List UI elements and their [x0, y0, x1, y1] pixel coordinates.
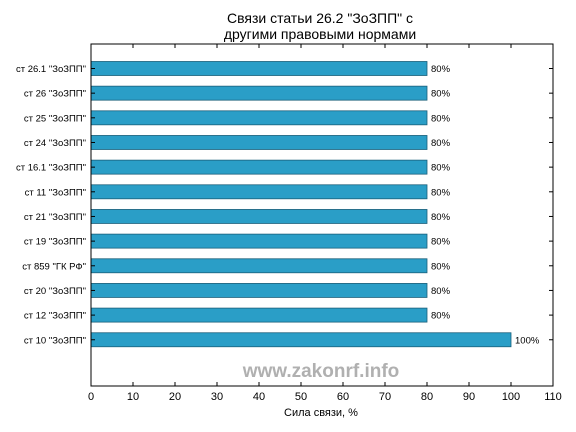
data-label: 80% [431, 64, 451, 75]
x-tick-label: 70 [379, 391, 391, 403]
x-tick-label: 60 [337, 391, 349, 403]
x-tick-label: 80 [421, 391, 433, 403]
bar [90, 184, 428, 200]
data-label: 80% [431, 113, 451, 124]
bar [90, 258, 428, 274]
x-axis-title: Сила связи, % [284, 407, 358, 419]
category-label: ст 12 "ЗоЗПП" [24, 311, 86, 322]
x-tick-label: 30 [211, 391, 223, 403]
bar [90, 283, 428, 298]
category-label: ст 19 "ЗоЗПП" [24, 237, 86, 248]
x-axis: 0 10 20 30 40 50 60 70 80 90 100 110 [88, 44, 562, 403]
data-label: 80% [431, 212, 451, 223]
data-label: 80% [431, 187, 451, 198]
category-label: ст 16.1 "ЗоЗПП" [16, 163, 86, 174]
x-tick-label: 20 [169, 391, 181, 403]
category-label: ст 25 "ЗоЗПП" [24, 113, 86, 124]
x-tick-label: 110 [544, 391, 562, 403]
bar [90, 209, 428, 224]
chart-title-line-1: Связи статьи 26.2 "ЗоЗПП" с [227, 10, 413, 26]
bar [90, 135, 428, 150]
bars-layer [90, 61, 512, 348]
data-label: 80% [431, 89, 451, 100]
category-label: ст 24 "ЗоЗПП" [24, 138, 86, 149]
bar [90, 85, 428, 101]
category-label: ст 26 "ЗоЗПП" [24, 89, 86, 100]
data-label: 80% [431, 311, 451, 322]
data-label: 80% [431, 261, 451, 272]
x-tick-label: 50 [295, 391, 307, 403]
data-label: 80% [431, 237, 451, 248]
bar [90, 159, 428, 175]
bar [90, 307, 428, 323]
watermark-text: www.zakonrf.info [242, 361, 400, 382]
data-label: 100% [515, 335, 540, 346]
category-label: ст 10 "ЗоЗПП" [24, 335, 86, 346]
category-label: ст 11 "ЗоЗПП" [25, 187, 86, 198]
bar [90, 332, 512, 348]
category-label: ст 21 "ЗоЗПП" [24, 212, 86, 223]
data-label: 80% [431, 138, 451, 149]
category-label: ст 20 "ЗоЗПП" [24, 286, 86, 297]
category-labels: ст 26.1 "ЗоЗПП" ст 26 "ЗоЗПП" ст 25 "ЗоЗПП… [16, 64, 86, 346]
x-tick-label: 90 [463, 391, 475, 403]
x-tick-label: 100 [502, 391, 520, 403]
data-label: 80% [431, 286, 451, 297]
plot-frame [90, 43, 554, 387]
bar [90, 110, 428, 126]
category-label: ст 26.1 "ЗоЗПП" [16, 64, 86, 75]
x-tick-label: 0 [88, 391, 94, 403]
data-labels: 80% 80% 80% 80% 80% 80% 80% 80% 80% 80% 80% 100% [431, 64, 540, 346]
chart-title-line-2: другими правовыми нормами [224, 26, 416, 42]
x-tick-label: 40 [253, 391, 265, 403]
x-tick-label: 10 [127, 391, 139, 403]
bar [90, 61, 428, 76]
category-label: ст 859 "ГК РФ" [22, 261, 86, 272]
bar [90, 233, 428, 249]
data-label: 80% [431, 163, 451, 174]
